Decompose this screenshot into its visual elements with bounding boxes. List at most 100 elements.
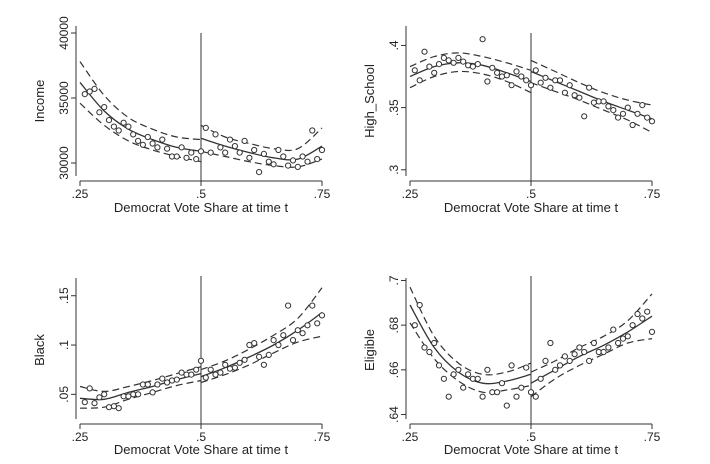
data-point [556,362,564,369]
data-point [474,375,481,382]
data-point [586,357,593,364]
data-point [460,384,467,391]
data-point [624,104,631,111]
data-point [532,67,539,74]
data-point [188,371,195,378]
x-tick-label: .5 [526,430,536,444]
data-point [469,63,476,70]
data-point [202,124,209,132]
data-point [576,344,583,351]
data-point [173,153,180,160]
data-point [125,123,132,130]
y-axis-label: Black [32,334,47,366]
data-point [256,169,263,176]
data-point [610,107,617,114]
x-axis-label: Democrat Vote Share at time t [444,442,619,457]
x-tick-label: .75 [644,187,661,201]
y-tick-label: 30000 [57,146,71,180]
data-point [149,140,156,147]
x-tick-label: .75 [314,187,331,201]
data-point [479,393,486,400]
data-point [265,351,272,358]
y-tick-label: .05 [57,386,71,403]
ci-upper-right [200,124,323,152]
data-point [542,74,549,81]
data-point [289,157,297,164]
data-point [280,332,287,339]
data-point [105,404,113,411]
y-tick-label: .15 [57,287,71,304]
data-point [139,141,146,148]
data-point [294,163,301,170]
data-point [81,399,88,406]
data-point [159,136,166,143]
data-point [299,153,306,160]
data-point [154,144,161,151]
data-point [411,322,418,329]
x-axis-label: Democrat Vote Share at time t [114,442,289,457]
data-point [81,91,88,98]
x-tick-label: .25 [72,430,89,444]
data-point [91,85,98,93]
y-tick-label: .1 [57,340,71,350]
ci-upper-left [409,286,532,376]
data-point [318,312,326,319]
data-point [265,158,272,165]
data-point [542,357,549,364]
data-point [629,322,636,329]
data-point [280,153,287,160]
data-point [590,99,598,106]
data-point [304,322,311,329]
data-point [135,137,142,144]
data-point [120,119,127,126]
data-point [222,149,229,156]
y-tick-label: .68 [387,316,401,333]
ci-lower-left [79,379,202,409]
data-point [212,131,219,138]
data-point [610,326,617,333]
data-point [465,371,472,378]
data-point [217,369,224,376]
data-point [294,327,301,334]
data-point [508,82,515,89]
data-point [513,68,520,75]
y-tick-label: .4 [387,40,401,50]
data-point [275,341,282,349]
data-point [484,366,491,373]
data-point [644,308,651,315]
data-point [619,335,627,342]
data-point [605,344,612,351]
data-point [135,391,142,398]
data-point [149,389,156,396]
data-point [479,36,486,43]
data-point [236,359,243,366]
income-panel: Income Democrat Vote Share at time t .25… [32,16,331,215]
data-point [455,54,462,62]
data-point [556,77,564,84]
x-tick-label: .25 [402,187,419,201]
data-point [537,375,544,382]
data-point [576,94,583,101]
ci-upper-left [409,52,532,71]
data-point [581,113,588,120]
data-point [314,156,321,163]
data-point [431,69,438,76]
data-point [518,384,525,391]
data-point [571,92,578,99]
y-tick-label: .3 [387,164,401,174]
data-point [537,79,544,86]
data-point [193,366,200,373]
data-point [503,72,510,79]
x-tick-label: .25 [402,430,419,444]
ci-lower-left [409,70,532,94]
data-point [270,337,277,344]
x-tick-label: .25 [72,187,89,201]
data-point [416,301,423,309]
data-point [503,402,510,409]
ci-lower-left [409,322,532,394]
data-point [251,146,258,154]
data-point [197,148,205,155]
data-point [226,136,234,143]
data-point [431,339,438,347]
data-point [193,156,200,163]
